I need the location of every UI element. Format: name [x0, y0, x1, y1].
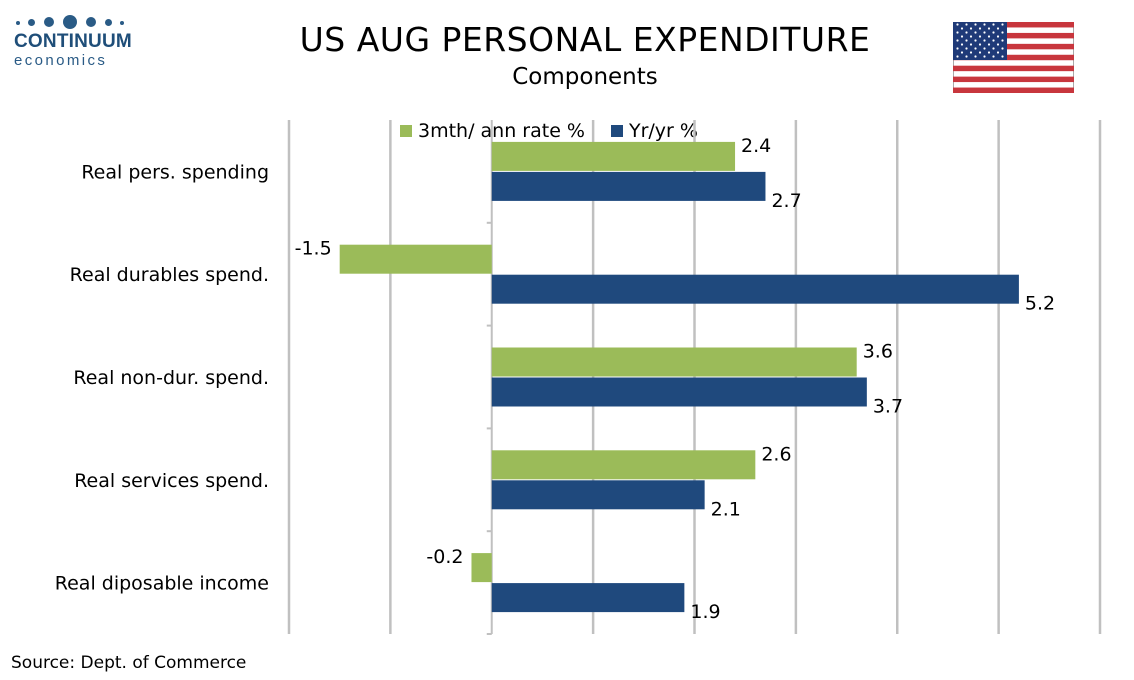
data-label: 3.6 [863, 341, 893, 363]
category-label: Real services spend. [74, 470, 269, 492]
flag-star [956, 55, 959, 58]
logo-subtext: economics [14, 52, 108, 69]
flag-star [956, 23, 959, 26]
flag-star [974, 55, 977, 58]
data-label: 1.9 [690, 601, 720, 623]
flag-star [978, 35, 982, 38]
flag-star [960, 43, 964, 46]
flag-star [978, 43, 982, 46]
category-label: Real non-dur. spend. [73, 367, 269, 389]
bar-series2 [491, 274, 1019, 304]
flag-star [1001, 47, 1004, 50]
category-label: Real durables spend. [70, 264, 269, 286]
flag-star [965, 23, 968, 26]
source-note: Source: Dept. of Commerce [11, 653, 247, 673]
continuum-logo: CONTINUUM economics [14, 14, 134, 69]
chart-legend: 3mth/ ann rate % Yr/yr % [400, 120, 724, 142]
flag-star [983, 39, 986, 42]
flag-star [956, 31, 959, 34]
us-flag-icon [953, 22, 1074, 93]
legend-item-series2: Yr/yr % [610, 120, 698, 142]
flag-star [996, 27, 1000, 30]
flag-star [987, 27, 991, 30]
flag-star [969, 27, 973, 30]
bar-series2 [491, 583, 685, 613]
flag-star [996, 51, 1000, 54]
data-label: -0.2 [426, 546, 463, 568]
flag-star [956, 47, 959, 50]
data-label: 3.7 [873, 396, 903, 418]
legend-swatch-series1 [400, 125, 412, 137]
flag-star [1001, 39, 1004, 42]
category-label: Real pers. spending [81, 161, 269, 183]
bar-series1 [339, 244, 492, 274]
flag-star [960, 51, 964, 54]
data-label: 5.2 [1025, 293, 1055, 315]
flag-stripe [953, 43, 1074, 50]
flag-stripe [953, 32, 1074, 39]
legend-item-series1: 3mth/ ann rate % [400, 120, 585, 142]
flag-star [974, 39, 977, 42]
flag-star [983, 47, 986, 50]
bar-series1 [471, 553, 492, 583]
flag-star [965, 39, 968, 42]
flag-star [983, 31, 986, 34]
data-label: 2.6 [761, 443, 791, 465]
flag-star [1001, 55, 1004, 58]
flag-star [983, 55, 986, 58]
flag-star [956, 39, 959, 42]
flag-star [974, 47, 977, 50]
data-label: 2.4 [741, 135, 771, 157]
flag-star [974, 23, 977, 26]
legend-swatch-series2 [610, 125, 623, 137]
flag-star [965, 55, 968, 58]
flag-star [992, 23, 995, 26]
bar-series1 [491, 347, 857, 377]
flag-star [987, 35, 991, 38]
flag-stripe [953, 76, 1074, 83]
flag-star [992, 47, 995, 50]
flag-star [992, 31, 995, 34]
flag-star [960, 27, 964, 30]
chart-subtitle: Components [512, 64, 658, 90]
flag-star [1001, 31, 1004, 34]
flag-star [992, 39, 995, 42]
flag-star [969, 35, 973, 38]
legend-label-series2: Yr/yr % [628, 120, 698, 142]
flag-star [992, 55, 995, 58]
flag-star [983, 23, 986, 26]
data-label: 2.7 [771, 190, 801, 212]
data-label: 2.1 [711, 498, 741, 520]
flag-star [996, 43, 1000, 46]
flag-star [965, 31, 968, 34]
bar-series2 [491, 480, 705, 510]
flag-stripe [953, 54, 1074, 61]
flag-stripe [953, 22, 1074, 28]
flag-star [987, 43, 991, 46]
bar-series2 [491, 171, 766, 201]
chart-title: US AUG PERSONAL EXPENDITURE [299, 20, 871, 59]
flag-stripe [953, 87, 1074, 93]
bar-series1 [491, 141, 736, 171]
flag-star [974, 31, 977, 34]
legend-label-series1: 3mth/ ann rate % [418, 120, 585, 142]
flag-star [987, 51, 991, 54]
flag-star [969, 43, 973, 46]
flag-stripe [953, 65, 1074, 72]
bar-series2 [491, 377, 867, 407]
logo-dots-icon [14, 14, 134, 32]
flag-star [978, 51, 982, 54]
flag-star [960, 35, 964, 38]
flag-star [1001, 23, 1004, 26]
data-label: -1.5 [295, 238, 332, 260]
logo-name: CONTINUUM [14, 31, 132, 52]
category-label: Real diposable income [55, 573, 269, 595]
flag-star [969, 51, 973, 54]
flag-star [965, 47, 968, 50]
bar-series1 [491, 450, 756, 480]
flag-star [978, 27, 982, 30]
flag-star [996, 35, 1000, 38]
